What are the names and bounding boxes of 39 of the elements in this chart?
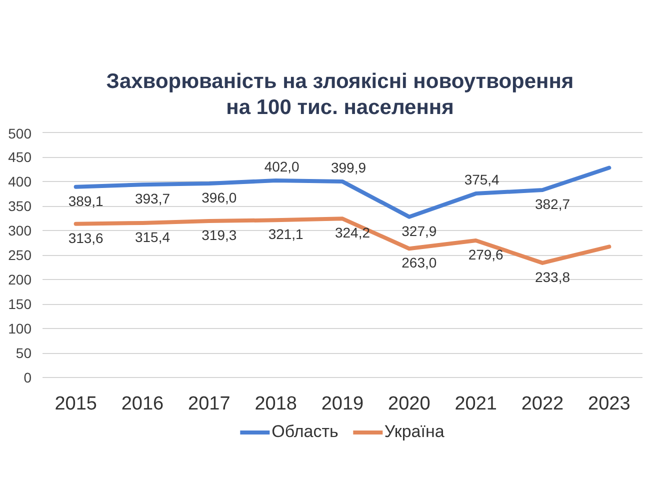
legend-label: Україна bbox=[384, 422, 444, 442]
y-tick-label: 400 bbox=[8, 174, 32, 190]
x-tick-label: 2015 bbox=[54, 394, 97, 414]
y-tick-label: 50 bbox=[16, 345, 32, 361]
x-tick-label: 2020 bbox=[388, 394, 430, 414]
y-tick-label: 500 bbox=[8, 126, 32, 142]
y-tick-label: 350 bbox=[8, 198, 32, 214]
data-label: 313,6 bbox=[68, 230, 104, 246]
data-label: 375,4 bbox=[464, 172, 500, 188]
y-tick-label: 450 bbox=[8, 149, 32, 165]
y-tick-label: 0 bbox=[24, 370, 32, 386]
legend-label: Область bbox=[272, 422, 338, 442]
y-tick-label: 250 bbox=[8, 247, 32, 263]
data-label: 402,0 bbox=[264, 158, 300, 175]
chart-title: Захворюваність на злоякісні новоутворення на 100 тис. населення bbox=[106, 69, 574, 122]
y-tick-label: 100 bbox=[8, 320, 32, 336]
data-label: 263,0 bbox=[402, 254, 437, 271]
data-label: 396,0 bbox=[202, 189, 237, 206]
x-tick-label: 2018 bbox=[254, 394, 297, 414]
x-tick-label: 2021 bbox=[454, 394, 497, 414]
x-tick-label: 2022 bbox=[521, 394, 564, 414]
data-label: 327,9 bbox=[402, 222, 437, 239]
data-label: 321,1 bbox=[268, 226, 304, 242]
data-label: 279,6 bbox=[468, 246, 504, 262]
y-tick-label: 200 bbox=[8, 272, 32, 288]
x-tick-label: 2019 bbox=[321, 394, 364, 414]
data-label: 319,3 bbox=[202, 227, 237, 244]
x-tick-label: 2016 bbox=[121, 394, 164, 414]
data-label: 389,1 bbox=[68, 192, 104, 209]
data-label: 382,7 bbox=[534, 196, 570, 212]
data-label: 315,4 bbox=[134, 228, 170, 245]
x-tick-label: 2017 bbox=[188, 394, 230, 414]
data-label: 324,2 bbox=[334, 224, 370, 241]
data-label: 233,8 bbox=[534, 268, 570, 285]
y-tick-label: 150 bbox=[8, 296, 32, 312]
data-label: 399,9 bbox=[330, 160, 366, 176]
data-label: 393,7 bbox=[134, 190, 170, 207]
x-tick-label: 2023 bbox=[588, 394, 630, 414]
y-tick-label: 300 bbox=[8, 222, 32, 238]
